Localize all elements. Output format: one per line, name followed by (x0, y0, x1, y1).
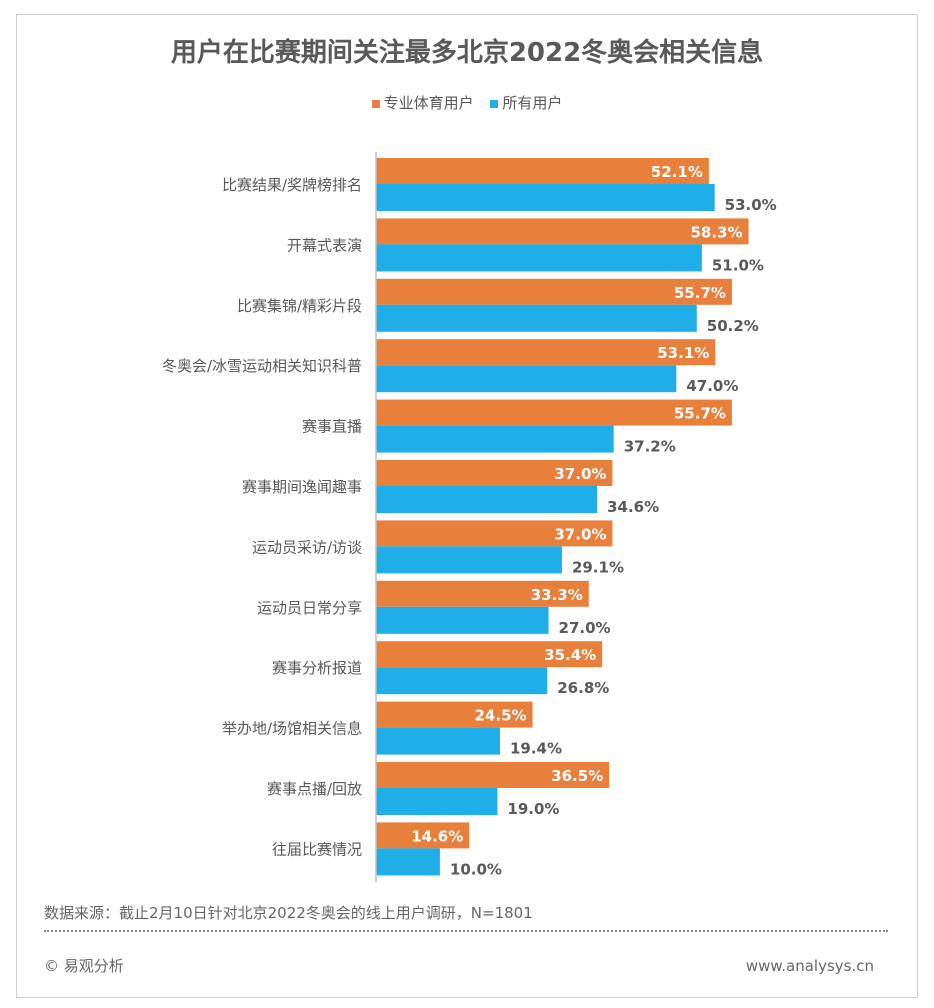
bar-all (376, 184, 715, 211)
data-label-pro: 33.3% (531, 586, 583, 604)
bar-pro (376, 218, 749, 245)
category-label: 赛事期间逸闻趣事 (242, 478, 362, 496)
data-label-pro: 55.7% (674, 405, 726, 423)
bar-pro (376, 158, 709, 184)
bar-pro (376, 762, 610, 788)
website-link[interactable]: www.analysys.cn (745, 957, 874, 975)
data-label-all: 10.0% (450, 860, 502, 878)
data-label-all: 47.0% (686, 377, 738, 395)
bar-pro (376, 520, 613, 547)
category-label: 赛事点播/回放 (267, 780, 362, 798)
data-label-pro: 53.1% (657, 344, 709, 362)
category-label: 赛事直播 (302, 418, 362, 436)
bar-all (376, 244, 702, 272)
bar-pro (376, 580, 589, 607)
category-label: 运动员采访/访谈 (252, 538, 362, 556)
data-label-pro: 37.0% (554, 465, 606, 483)
category-label: 赛事分析报道 (272, 659, 362, 677)
bar-all (376, 486, 598, 513)
legend-swatch-pro (371, 99, 380, 108)
copyright: © 易观分析 (44, 957, 124, 975)
bar-all (376, 365, 677, 393)
category-label: 举办地/场馆相关信息 (222, 720, 362, 738)
bar-pro (376, 701, 533, 728)
bar-all (376, 606, 549, 634)
data-label-all: 27.0% (559, 619, 611, 637)
chart-frame (16, 14, 918, 998)
bar-all (376, 788, 498, 815)
bar-pro (376, 460, 613, 486)
data-label-all: 19.4% (510, 740, 562, 758)
bar-all (376, 727, 500, 755)
category-label: 比赛结果/奖牌榜排名 (222, 176, 362, 194)
data-label-pro: 24.5% (475, 707, 527, 725)
data-label-all: 51.0% (712, 256, 764, 274)
bar-pro (376, 278, 732, 305)
data-label-all: 50.2% (707, 317, 759, 335)
data-label-pro: 52.1% (651, 163, 703, 181)
data-label-pro: 36.5% (551, 767, 603, 785)
data-label-pro: 37.0% (554, 525, 606, 543)
category-label: 运动员日常分享 (257, 599, 362, 617)
divider (44, 930, 888, 932)
data-label-all: 19.0% (507, 800, 559, 818)
data-label-all: 29.1% (572, 558, 624, 576)
bar-all (376, 425, 614, 453)
data-label-all: 26.8% (557, 679, 609, 697)
bar-all (376, 546, 562, 574)
bar-all (376, 667, 548, 695)
bar-pro (376, 822, 470, 849)
data-label-pro: 58.3% (690, 223, 742, 241)
legend-item-all: 所有用户 (490, 94, 562, 112)
bar-all (376, 848, 440, 876)
legend-label-all: 所有用户 (502, 94, 563, 112)
legend: 专业体育用户 所有用户 (0, 92, 934, 113)
bar-pro (376, 399, 732, 426)
data-label-pro: 55.7% (674, 284, 726, 302)
data-label-all: 53.0% (725, 196, 777, 214)
data-label-all: 37.2% (624, 438, 676, 456)
bar-pro (376, 641, 603, 668)
legend-item-pro: 专业体育用户 (371, 94, 474, 112)
category-label: 往届比赛情况 (272, 840, 362, 858)
data-label-pro: 14.6% (411, 827, 463, 845)
data-label-all: 34.6% (607, 498, 659, 516)
legend-label-pro: 专业体育用户 (383, 94, 474, 112)
category-label: 开幕式表演 (287, 236, 362, 254)
bar-pro (376, 339, 716, 366)
chart-title: 用户在比赛期间关注最多北京2022冬奥会相关信息 (170, 38, 764, 68)
category-label: 冬奥会/冰雪运动相关知识科普 (162, 357, 362, 375)
category-label: 比赛集锦/精彩片段 (237, 297, 362, 315)
data-source: 数据来源：截止2月10日针对北京2022冬奥会的线上用户调研，N=1801 (44, 904, 533, 922)
data-label-pro: 35.4% (544, 646, 596, 664)
bar-all (376, 304, 697, 332)
legend-swatch-all (490, 99, 499, 108)
